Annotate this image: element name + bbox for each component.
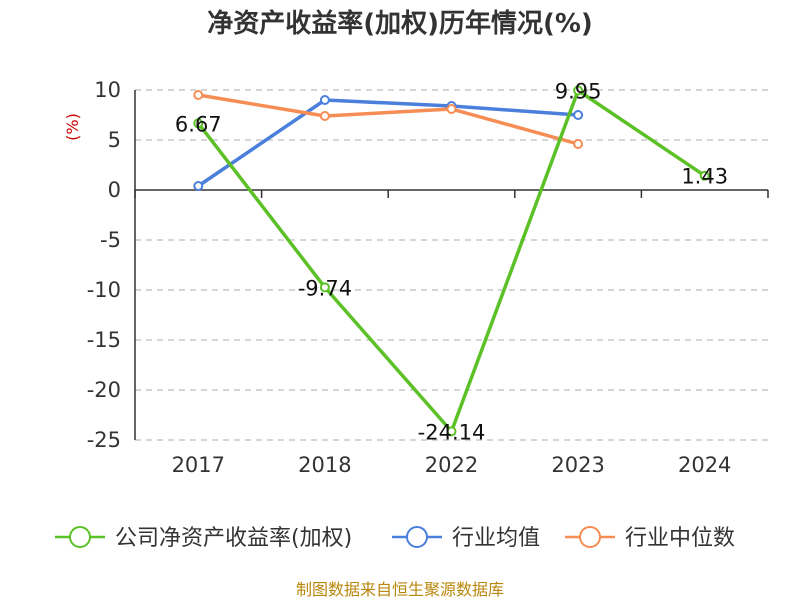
legend: 公司净资产收益率(加权) 行业均值 行业中位数 [55, 526, 735, 551]
data-labels: 6.67 -9.74 -24.14 9.95 1.43 [175, 80, 728, 445]
axes: 10 5 0 -5 -10 -15 -20 -25 2017 2018 2022 2023 2024 [87, 78, 769, 477]
y-tick-label: 5 [108, 128, 121, 152]
data-label: 9.95 [555, 80, 602, 104]
series-line-2 [198, 93, 579, 146]
data-label: -24.14 [418, 420, 486, 444]
series-line-1 [197, 98, 579, 188]
legend-marker [69, 526, 91, 548]
legend-label: 行业中位数 [625, 526, 735, 551]
y-tick-label: -15 [87, 328, 121, 352]
legend-marker [579, 526, 601, 548]
data-label: 1.43 [681, 165, 728, 189]
x-tick-label: 2022 [425, 453, 478, 477]
data-point [193, 118, 204, 129]
x-tick-label: 2017 [172, 453, 225, 477]
y-tick-label: 10 [94, 78, 121, 102]
data-point [446, 426, 457, 437]
y-axis-unit-label: (%) [63, 113, 82, 141]
y-tick-label: -10 [87, 278, 121, 302]
data-point [573, 85, 584, 96]
data-point [193, 181, 204, 191]
legend-label: 行业均值 [452, 526, 540, 551]
series-line-0 [196, 88, 706, 434]
data-point [319, 95, 330, 105]
legend-label: 公司净资产收益率(加权) [115, 526, 352, 551]
y-tick-label: -20 [87, 378, 121, 402]
data-label: 6.67 [175, 112, 222, 136]
grid-lines [135, 89, 768, 441]
x-tick-label: 2024 [678, 453, 731, 477]
y-tick-label: 0 [108, 178, 121, 202]
data-point [319, 282, 330, 293]
data-point [319, 111, 330, 121]
data-point [573, 110, 584, 120]
footer-source-note: 制图数据来自恒生聚源数据库 [296, 580, 504, 599]
chart-title: 净资产收益率(加权)历年情况(%) [207, 8, 593, 39]
data-point [699, 170, 710, 181]
series-lines [193, 85, 710, 437]
legend-marker [406, 526, 428, 548]
x-tick-label: 2018 [298, 453, 351, 477]
data-point [446, 104, 457, 114]
x-tick-label: 2023 [551, 453, 604, 477]
y-tick-label: -25 [87, 428, 121, 452]
data-point [193, 90, 204, 100]
y-tick-label: -5 [100, 228, 121, 252]
data-label: -9.74 [298, 276, 352, 300]
data-point [573, 139, 584, 149]
